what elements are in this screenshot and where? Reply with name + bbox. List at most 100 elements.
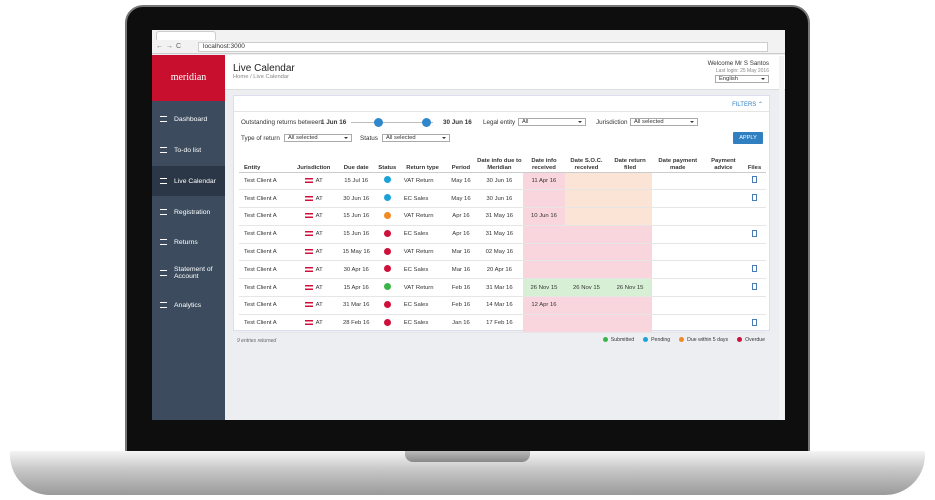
logo[interactable]: meridian [152,55,225,101]
cell: 17 Feb 16 [475,314,524,333]
status-select[interactable]: All selected [382,134,450,142]
column-header[interactable]: Status [375,152,399,173]
cell: AT [290,207,337,226]
file-icon[interactable] [752,283,758,291]
cell: Test Client A [239,278,291,298]
cell [375,260,399,280]
date-info-due: 30 Jun 16 [486,195,513,202]
nav-label: Live Calendar [174,177,216,185]
nav-label: Registration [174,208,211,216]
cell [703,260,744,280]
table-row: Test Client A AT 15 May 16 VAT Return Mar 16… [239,243,766,262]
flag-icon [304,249,313,255]
type-select[interactable]: All selected [284,134,352,142]
file-icon[interactable] [752,229,758,237]
cell [743,243,766,262]
nav-item[interactable]: Returns [152,227,225,257]
cell: 15 Jul 16 [336,172,376,191]
table-row: Test Client A AT 15 Jun 16 VAT Return Apr 16… [239,207,766,226]
cell [743,189,766,209]
legend-item: Overdue [737,337,765,343]
range-end: 30 Jun 16 [443,119,472,126]
nav-icon [160,209,167,215]
nav-label: Returns [174,238,198,246]
cell: AT [290,314,337,333]
apply-button[interactable]: APPLY [733,132,763,144]
cell [564,189,609,209]
cell: AT [290,296,337,315]
slider-handle[interactable] [374,118,383,127]
nav-label: Dashboard [174,115,208,123]
cell [375,278,399,298]
legend-dot [643,337,649,343]
return-type: EC Sales [403,195,429,202]
nav-item[interactable]: Registration [152,197,225,227]
cell: 31 May 16 [475,225,524,244]
nav-item[interactable]: To-do list [152,135,225,165]
cell [375,314,399,333]
cell: Test Client A [239,314,291,333]
return-type: VAT Return [403,177,434,184]
file-icon[interactable] [752,176,758,184]
language-select[interactable]: English [715,75,769,83]
status-dot [383,300,391,308]
nav-icon [160,239,167,245]
column-header[interactable]: Period [446,152,476,173]
return-type: EC Sales [403,266,429,273]
legend-item: Submitted [602,337,634,343]
period: Apr 16 [452,213,470,220]
cell: 26 Nov 15 [523,278,565,298]
slider-track[interactable] [351,122,433,123]
jurisdiction-select[interactable]: All selected [630,118,698,126]
due-date: 15 Jun 16 [343,213,370,220]
period: Jan 16 [452,320,470,327]
nav-item[interactable]: Dashboard [152,104,225,134]
divider [234,111,769,112]
column-header[interactable]: Entity [239,152,291,173]
cell: Apr 16 [446,207,476,226]
address-bar[interactable]: localhost:3000 [198,42,768,52]
browser-tab[interactable] [156,31,216,40]
file-icon[interactable] [752,265,758,273]
cell: Test Client A [239,189,291,209]
jurisdiction: AT [315,284,323,291]
column-header[interactable]: Due date [336,152,376,173]
column-header: Date S.O.C. received [564,152,609,173]
breadcrumb[interactable]: Home / Live Calendar [233,74,290,80]
range-start: 1 Jun 16 [321,119,347,126]
cell: 26 Nov 15 [608,278,652,298]
file-icon[interactable] [752,194,758,202]
due-date: 28 Feb 16 [342,320,370,327]
cell: Test Client A [239,260,291,280]
column-header: Date payment made [651,152,704,173]
nav-label: Statement of Account [174,266,213,280]
nav-item[interactable]: Analytics [152,290,225,320]
file-icon[interactable] [752,318,758,326]
legal-entity-select[interactable]: All [518,118,586,126]
calendar-card: FILTERS ⌃ Outstanding returns between 1 … [233,95,770,333]
column-header[interactable]: Return type [398,152,447,173]
column-header[interactable]: Jurisdiction [290,152,337,173]
cell [564,172,609,191]
cell: AT [290,172,337,191]
status-dot [383,176,391,184]
flag-icon [304,302,313,308]
slider-handle[interactable] [422,118,431,127]
nav-item[interactable]: Statement of Account [152,258,225,288]
scrollbar[interactable] [779,56,784,420]
date-info-due: 14 Mar 16 [486,302,513,309]
cell [651,296,704,315]
cell [608,172,652,191]
nav-item[interactable]: Live Calendar [152,166,225,196]
cell [523,225,565,244]
cell: Test Client A [239,172,291,191]
cell [703,296,744,315]
filters-toggle[interactable]: FILTERS ⌃ [732,102,763,108]
cell [523,260,565,280]
jurisdiction: AT [315,213,323,220]
cell: 10 Jun 16 [523,207,565,226]
entity: Test Client A [244,266,277,273]
nav-buttons[interactable]: ←→C [156,43,185,50]
cell: 20 Apr 16 [475,260,524,280]
